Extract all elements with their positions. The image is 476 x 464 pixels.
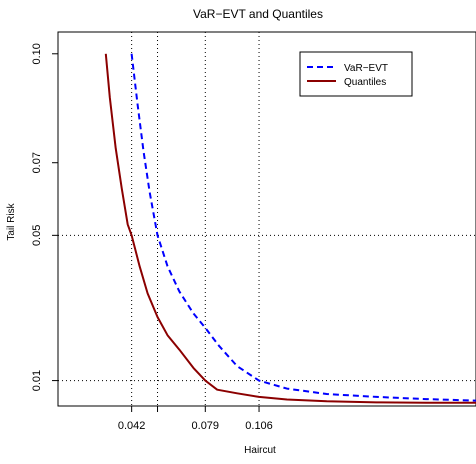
y-axis-label: Tail Risk bbox=[6, 202, 17, 240]
x-tick-label-2: 0.106 bbox=[245, 420, 273, 432]
legend-box bbox=[299, 51, 413, 97]
chart-title: VaR−EVT and Quantiles bbox=[193, 7, 323, 21]
y-tick-label-1: 0.05 bbox=[31, 225, 43, 246]
y-tick-label-0: 0.01 bbox=[31, 370, 43, 391]
legend-entry-quantiles: Quantiles bbox=[344, 77, 386, 88]
series-line-quantiles bbox=[104, 53, 476, 404]
y-axis: 0.01 0.05 0.07 0.10 bbox=[31, 43, 59, 391]
legend: VaR−EVT Quantiles bbox=[299, 51, 413, 97]
x-axis-label: Haircut bbox=[244, 445, 276, 456]
y-tick-label-3: 0.10 bbox=[31, 43, 43, 64]
x-axis: 0.042 0.079 0.106 bbox=[118, 405, 273, 432]
y-tick-label-2: 0.07 bbox=[31, 152, 43, 173]
series-line-var-evt bbox=[130, 53, 476, 402]
x-tick-label-1: 0.079 bbox=[192, 420, 220, 432]
series-layer bbox=[104, 53, 476, 404]
x-tick-label-0: 0.042 bbox=[118, 420, 146, 432]
plot-frame bbox=[57, 31, 476, 407]
reference-lines bbox=[58, 32, 476, 406]
legend-entry-var-evt: VaR−EVT bbox=[344, 63, 388, 74]
